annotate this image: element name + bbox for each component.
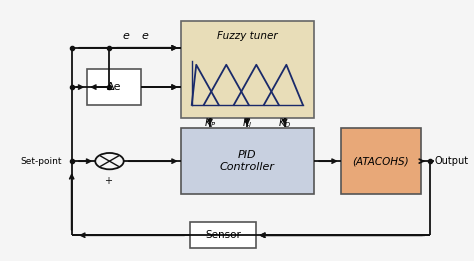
Text: (ATACOHS): (ATACOHS) [352,156,409,166]
Text: Δe: Δe [107,82,121,92]
Text: $K_I$: $K_I$ [242,116,253,130]
Text: Set-point: Set-point [20,157,62,166]
FancyBboxPatch shape [87,69,141,105]
FancyBboxPatch shape [190,222,256,248]
Text: Output: Output [435,156,469,166]
Text: e: e [123,32,129,41]
Text: Sensor: Sensor [205,230,241,240]
FancyBboxPatch shape [181,128,314,194]
Text: $K_P$: $K_P$ [204,116,216,130]
Text: PID
Controller: PID Controller [220,150,275,172]
Text: e: e [142,32,148,41]
FancyBboxPatch shape [341,128,421,194]
FancyBboxPatch shape [181,21,314,118]
Text: $K_D$: $K_D$ [278,116,292,130]
Text: +: + [104,176,112,186]
Text: Fuzzy tuner: Fuzzy tuner [217,31,278,41]
